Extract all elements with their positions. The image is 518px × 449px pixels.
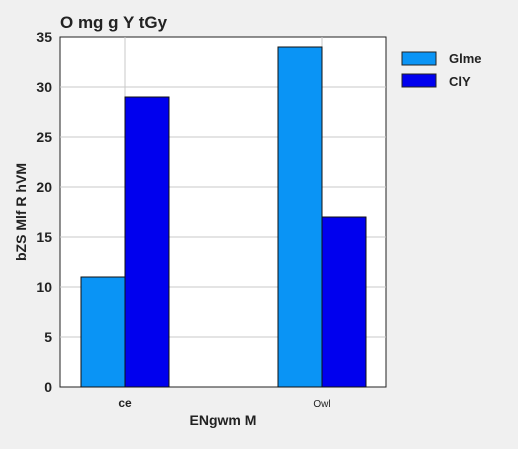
bar-glme-owl [278, 47, 322, 387]
legend: Glme ClY [402, 51, 482, 89]
y-tick-label: 20 [36, 179, 52, 195]
x-axis-label: ENgwm M [190, 412, 257, 428]
y-tick-label: 0 [44, 379, 52, 395]
x-tick-label: ce [118, 396, 132, 410]
y-tick-label: 35 [36, 29, 52, 45]
bar-glme-ce [81, 277, 125, 387]
legend-label-1: Glme [449, 51, 482, 66]
chart-title: O mg g Y tGy [60, 13, 168, 32]
y-tick-label: 30 [36, 79, 52, 95]
y-tick-label: 10 [36, 279, 52, 295]
legend-label-2: ClY [449, 74, 471, 89]
y-tick-label: 15 [36, 229, 52, 245]
legend-swatch-1 [402, 52, 436, 65]
bar-cly-ce [125, 97, 169, 387]
y-axis-label: bZS Mlf R hVM [13, 163, 29, 261]
bar-cly-owl [322, 217, 366, 387]
y-tick-label: 5 [44, 329, 52, 345]
x-tick-label: Owl [313, 399, 330, 410]
y-tick-label: 25 [36, 129, 52, 145]
legend-swatch-2 [402, 74, 436, 87]
